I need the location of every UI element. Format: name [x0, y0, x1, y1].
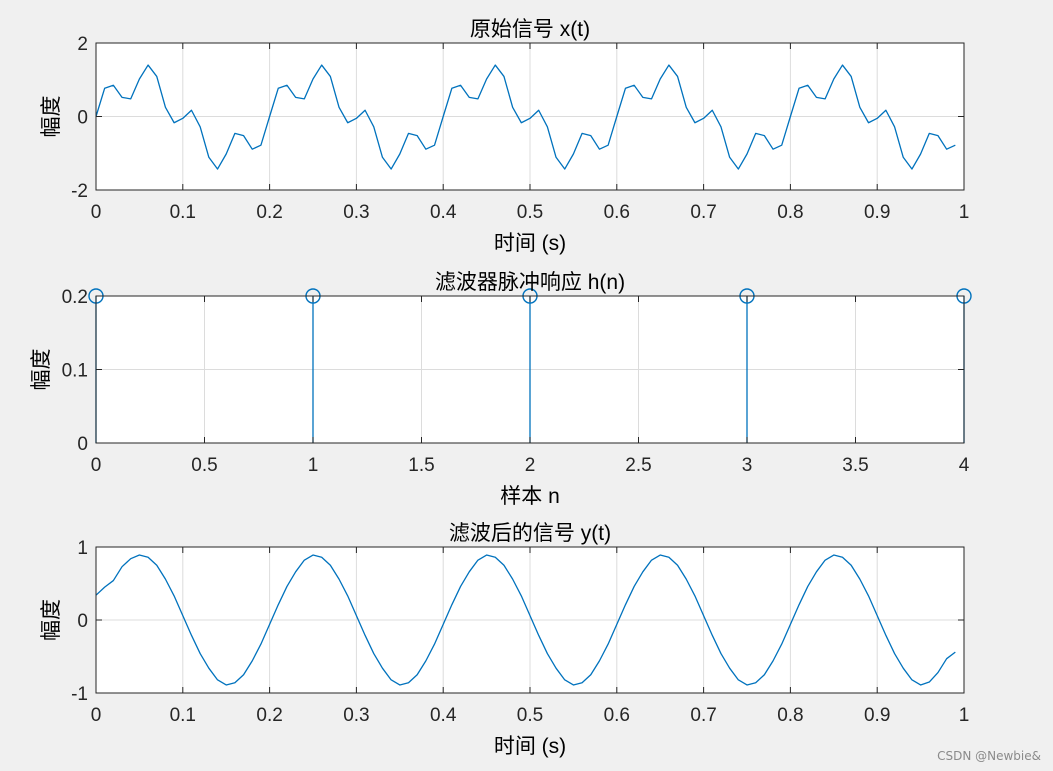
subplot-1-title: 原始信号 x(t) [470, 18, 590, 41]
subplot-1-x-axis-label: 时间 (s) [494, 232, 566, 255]
subplot-2-y-tick-label: 0.1 [62, 361, 88, 382]
subplot-3-x-tick-label: 0.9 [864, 705, 890, 726]
subplot-3-title: 滤波后的信号 y(t) [449, 522, 611, 545]
subplot-2-x-tick-label: 4 [959, 455, 970, 476]
subplot-1-x-tick-label: 0.9 [864, 202, 890, 223]
subplot-3-series-line [95, 554, 956, 686]
subplot-3-x-tick-label: 0.2 [256, 705, 282, 726]
subplot-2-x-tick-label: 0.5 [191, 455, 217, 476]
subplot-1-x-tick-label: 0.4 [430, 202, 457, 223]
subplot-2-x-tick-label: 1 [308, 455, 319, 476]
subplot-2-x-tick-label: 3 [742, 455, 753, 476]
subplot-1-x-tick-label: 1 [959, 202, 970, 223]
subplot-3-x-tick-label: 0.5 [517, 705, 543, 726]
subplot-3-x-tick-label: 0.4 [430, 705, 457, 726]
subplot-2-title: 滤波器脉冲响应 h(n) [435, 271, 625, 294]
subplot-1-y-tick-label: -2 [71, 181, 88, 202]
subplot-3-x-tick-label: 0.7 [690, 705, 716, 726]
subplot-3-y-tick-label: -1 [71, 684, 88, 705]
subplot-3-x-axis-label: 时间 (s) [494, 735, 566, 758]
subplot-1-x-tick-label: 0 [91, 202, 102, 223]
subplot-3-x-tick-label: 0.6 [604, 705, 630, 726]
subplot-2-x-axis-label: 样本 n [500, 485, 560, 508]
subplot-2-x-tick-label: 0 [91, 455, 102, 476]
subplot-3-x-tick-label: 0 [91, 705, 102, 726]
subplot-1-x-tick-label: 0.7 [690, 202, 716, 223]
subplot-1-series-line [95, 64, 956, 170]
subplot-3-y-axis-label: 幅度 [40, 599, 63, 641]
subplot-2-y-tick-label: 0.2 [62, 287, 88, 308]
subplot-3-x-tick-label: 0.8 [777, 705, 803, 726]
subplot-3-y-tick-label: 1 [77, 538, 88, 559]
subplot-1-y-tick-label: 0 [77, 108, 88, 129]
subplot-3-y-tick-label: 0 [77, 611, 88, 632]
subplot-2-x-tick-label: 2 [525, 455, 536, 476]
subplot-2-x-tick-label: 2.5 [625, 455, 651, 476]
subplot-1-x-tick-label: 0.2 [256, 202, 282, 223]
subplot-1-x-tick-label: 0.3 [343, 202, 369, 223]
subplot-1-x-tick-label: 0.6 [604, 202, 630, 223]
subplot-2-x-tick-label: 3.5 [842, 455, 868, 476]
subplot-3-x-tick-label: 1 [959, 705, 970, 726]
subplot-1-y-axis-label: 幅度 [40, 96, 63, 138]
subplot-1-y-tick-label: 2 [77, 34, 88, 55]
subplot-1-x-tick-label: 0.1 [170, 202, 196, 223]
subplot-1-x-tick-label: 0.8 [777, 202, 803, 223]
subplot-2-y-tick-label: 0 [77, 434, 88, 455]
watermark: CSDN @Newbie& [937, 749, 1041, 763]
subplot-1-x-tick-label: 0.5 [517, 202, 543, 223]
subplot-2-y-axis-label: 幅度 [30, 349, 53, 391]
subplot-2-x-tick-label: 1.5 [408, 455, 434, 476]
subplot-3-x-tick-label: 0.3 [343, 705, 369, 726]
subplot-3-x-tick-label: 0.1 [170, 705, 196, 726]
